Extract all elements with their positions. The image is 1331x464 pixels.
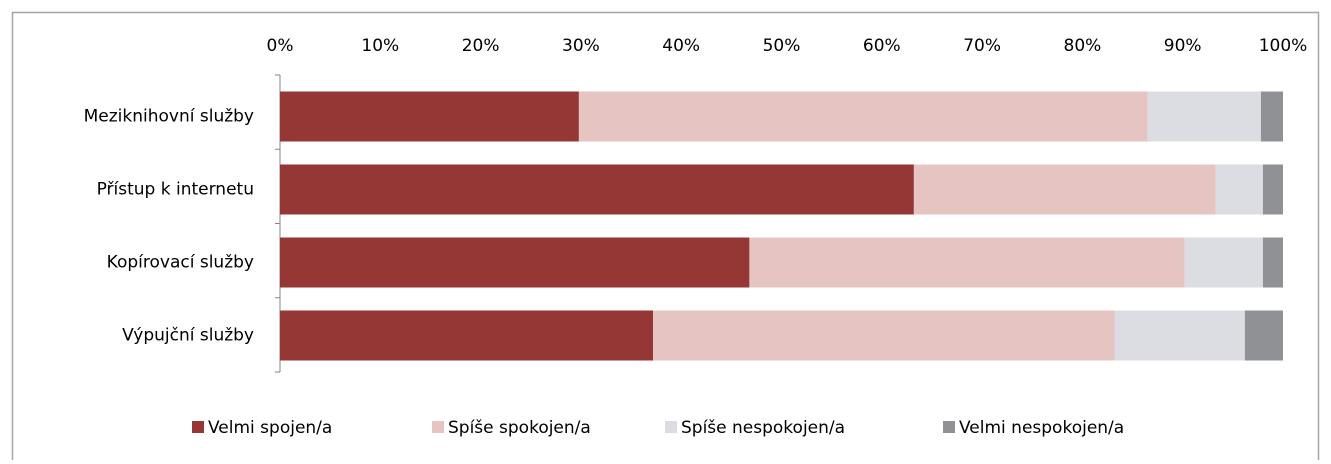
x-tick-label: 80%	[1064, 36, 1102, 56]
bar-segment	[1262, 164, 1283, 215]
y-tick-label: Meziknihovní služby	[84, 107, 254, 127]
x-tick-label: 20%	[462, 36, 500, 56]
legend-label: Spíše spokojen/a	[448, 418, 591, 438]
bar-segment	[1184, 237, 1263, 288]
bar-segment	[1147, 91, 1261, 142]
bar-segment	[1215, 164, 1263, 215]
legend-swatch	[943, 421, 955, 433]
bar-segment	[1262, 237, 1283, 288]
legend-label: Velmi nespokojen/a	[959, 418, 1124, 438]
x-tick-label: 40%	[662, 36, 700, 56]
legend-label: Velmi spojen/a	[208, 418, 332, 438]
y-tick-label: Výpujční služby	[122, 326, 254, 346]
x-tick-label: 90%	[1164, 36, 1202, 56]
x-tick-label: 0%	[267, 36, 294, 56]
bar-segment	[280, 237, 750, 288]
x-tick-label: 100%	[1259, 36, 1308, 56]
chart-border	[11, 11, 1320, 464]
bar-segment	[913, 164, 1216, 215]
x-tick-label: 50%	[763, 36, 801, 56]
bar-segment	[280, 310, 654, 361]
bar-segment	[1244, 310, 1283, 361]
bar-segment	[578, 91, 1148, 142]
x-tick-label: 60%	[863, 36, 901, 56]
bar-segment	[749, 237, 1185, 288]
legend-swatch	[432, 421, 444, 433]
y-tick-label: Kopírovací služby	[107, 253, 254, 273]
bar-segment	[280, 91, 579, 142]
legend-swatch	[192, 421, 204, 433]
x-tick-label: 70%	[963, 36, 1001, 56]
bar-segment	[1260, 91, 1283, 142]
bar-segment	[653, 310, 1115, 361]
legend-swatch	[665, 421, 677, 433]
bar-segment	[280, 164, 914, 215]
bar-segment	[1114, 310, 1245, 361]
x-tick-label: 10%	[361, 36, 399, 56]
y-tick-label: Přístup k internetu	[97, 180, 254, 200]
x-tick-label: 30%	[562, 36, 600, 56]
legend-label: Spíše nespokojen/a	[681, 418, 845, 438]
